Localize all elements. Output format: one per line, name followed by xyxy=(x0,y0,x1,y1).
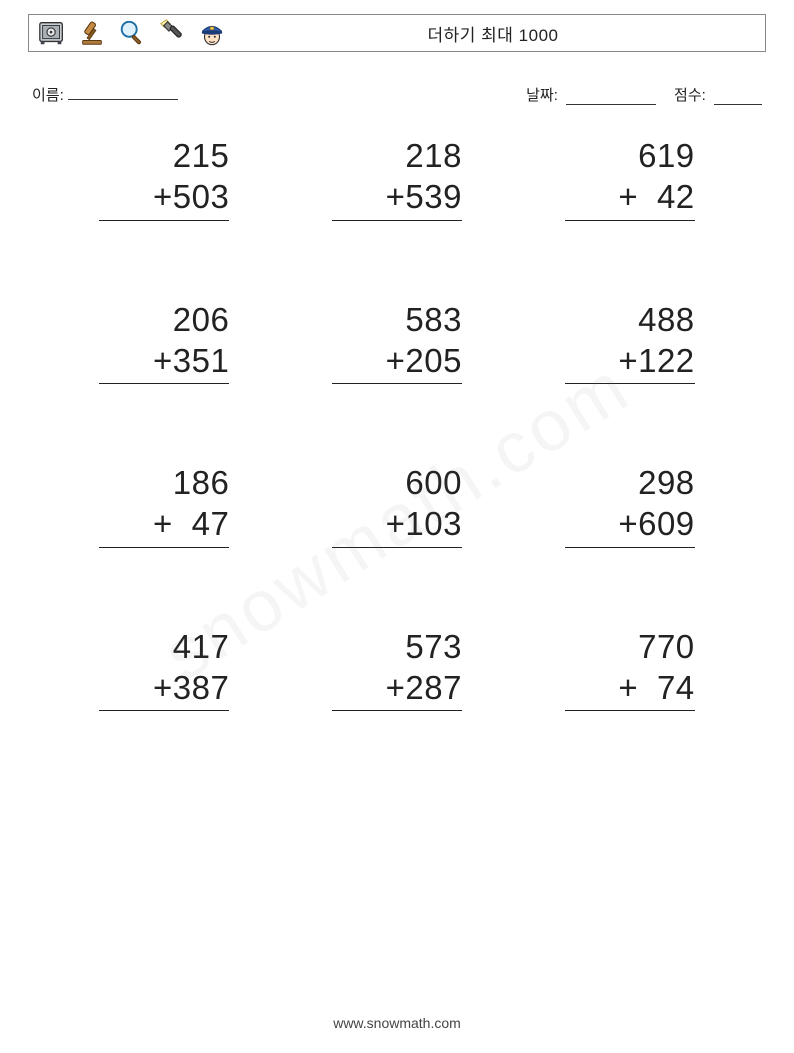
addend-top: 417 xyxy=(99,626,229,667)
problem-8: 600+103 xyxy=(281,462,514,548)
operator: + xyxy=(618,176,638,217)
meta-date: 날짜: xyxy=(526,84,656,105)
flashlight-icon xyxy=(157,18,187,48)
operator: + xyxy=(386,176,406,217)
problem-9: 298+609 xyxy=(513,462,746,548)
name-label: 이름: xyxy=(32,84,64,105)
addend-bottom-row: +103 xyxy=(332,503,462,547)
problem-stack: 619+ 42 xyxy=(565,135,695,221)
problem-4: 206+351 xyxy=(48,299,281,385)
addend-bottom-row: + 47 xyxy=(99,503,229,547)
problem-2: 218+539 xyxy=(281,135,514,221)
problem-11: 573+287 xyxy=(281,626,514,712)
meta-name: 이름: xyxy=(32,84,178,105)
problem-stack: 417+387 xyxy=(99,626,229,712)
operator: + xyxy=(618,667,638,708)
magnifier-icon xyxy=(117,18,147,48)
addend-top: 218 xyxy=(332,135,462,176)
addend-bottom-row: +609 xyxy=(565,503,695,547)
meta-row: 이름: 날짜: 점수: xyxy=(28,84,766,105)
problem-stack: 770+ 74 xyxy=(565,626,695,712)
date-blank[interactable] xyxy=(566,90,656,105)
operator: + xyxy=(153,176,173,217)
addend-bottom: 205 xyxy=(405,342,462,379)
addend-bottom: 609 xyxy=(638,505,695,542)
worksheet-page: 더하기 최대 1000 이름: 날짜: 점수: 215+503218+53961… xyxy=(0,0,794,1053)
problem-5: 583+205 xyxy=(281,299,514,385)
meta-score: 점수: xyxy=(674,84,762,105)
problems-grid: 215+503218+539619+ 42206+351583+205488+1… xyxy=(28,135,766,711)
addend-top: 619 xyxy=(565,135,695,176)
gavel-icon xyxy=(77,18,107,48)
addend-bottom: 287 xyxy=(405,669,462,706)
header-box: 더하기 최대 1000 xyxy=(28,14,766,52)
addend-top: 573 xyxy=(332,626,462,667)
problem-stack: 186+ 47 xyxy=(99,462,229,548)
operator: + xyxy=(153,503,173,544)
addend-bottom-row: +503 xyxy=(99,176,229,220)
addend-top: 600 xyxy=(332,462,462,503)
score-blank[interactable] xyxy=(714,90,762,105)
problem-6: 488+122 xyxy=(513,299,746,385)
addend-top: 488 xyxy=(565,299,695,340)
problem-stack: 488+122 xyxy=(565,299,695,385)
safe-icon xyxy=(37,18,67,48)
operator: + xyxy=(153,667,173,708)
problem-stack: 600+103 xyxy=(332,462,462,548)
addend-bottom-row: +387 xyxy=(99,667,229,711)
addend-bottom: 42 xyxy=(638,178,695,215)
problem-1: 215+503 xyxy=(48,135,281,221)
problem-7: 186+ 47 xyxy=(48,462,281,548)
addend-bottom-row: +287 xyxy=(332,667,462,711)
addend-top: 298 xyxy=(565,462,695,503)
addend-top: 770 xyxy=(565,626,695,667)
problem-3: 619+ 42 xyxy=(513,135,746,221)
operator: + xyxy=(618,503,638,544)
problem-12: 770+ 74 xyxy=(513,626,746,712)
addend-bottom: 122 xyxy=(638,342,695,379)
date-label: 날짜: xyxy=(526,87,558,104)
addend-bottom-row: +351 xyxy=(99,340,229,384)
addend-bottom: 387 xyxy=(173,669,230,706)
score-label: 점수: xyxy=(674,87,706,104)
addend-bottom: 351 xyxy=(173,342,230,379)
problem-stack: 206+351 xyxy=(99,299,229,385)
operator: + xyxy=(618,340,638,381)
addend-top: 206 xyxy=(99,299,229,340)
police-icon xyxy=(197,18,227,48)
footer-text: www.snowmath.com xyxy=(0,1015,794,1031)
addend-top: 583 xyxy=(332,299,462,340)
addend-bottom-row: +205 xyxy=(332,340,462,384)
operator: + xyxy=(153,340,173,381)
operator: + xyxy=(386,503,406,544)
addend-bottom: 74 xyxy=(638,669,695,706)
addend-top: 186 xyxy=(99,462,229,503)
problem-stack: 215+503 xyxy=(99,135,229,221)
operator: + xyxy=(386,340,406,381)
worksheet-title: 더하기 최대 1000 xyxy=(227,21,759,46)
problem-stack: 573+287 xyxy=(332,626,462,712)
header-icons xyxy=(35,18,227,48)
name-blank[interactable] xyxy=(68,85,178,100)
addend-bottom-row: +122 xyxy=(565,340,695,384)
problem-stack: 218+539 xyxy=(332,135,462,221)
problem-10: 417+387 xyxy=(48,626,281,712)
addend-bottom: 47 xyxy=(173,505,230,542)
problem-stack: 298+609 xyxy=(565,462,695,548)
addend-bottom-row: + 74 xyxy=(565,667,695,711)
addend-bottom-row: + 42 xyxy=(565,176,695,220)
addend-bottom: 539 xyxy=(405,178,462,215)
addend-bottom: 503 xyxy=(173,178,230,215)
operator: + xyxy=(386,667,406,708)
addend-bottom-row: +539 xyxy=(332,176,462,220)
addend-bottom: 103 xyxy=(405,505,462,542)
problem-stack: 583+205 xyxy=(332,299,462,385)
addend-top: 215 xyxy=(99,135,229,176)
